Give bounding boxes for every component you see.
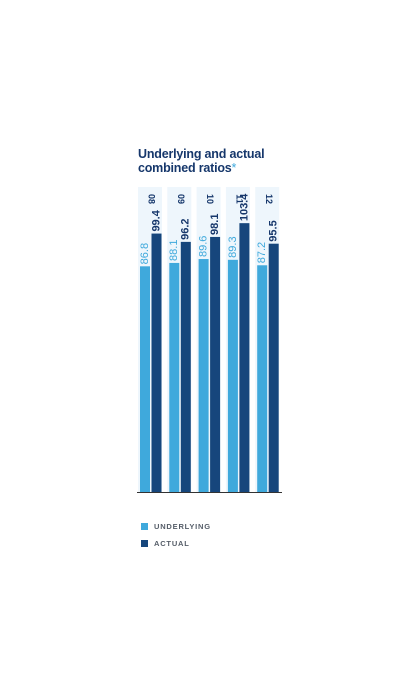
bar-underlying-10 — [198, 259, 209, 492]
bar-actual-08 — [151, 233, 162, 492]
value-label-underlying-09: 88.1 — [168, 240, 180, 261]
bar-actual-12 — [268, 243, 279, 492]
value-label-underlying-08: 86.8 — [139, 243, 151, 264]
chart-title: Underlying and actual combined ratios* — [138, 147, 318, 175]
value-label-actual-10: 98.1 — [209, 214, 221, 235]
bar-underlying-09 — [169, 262, 180, 492]
value-label-underlying-11: 89.3 — [227, 236, 239, 257]
bar-actual-10 — [210, 236, 221, 492]
bar-underlying-08 — [140, 266, 150, 492]
legend-label-actual: ACTUAL — [154, 538, 190, 548]
chart-title-line-2-text: combined ratios — [138, 161, 232, 175]
chart-title-asterisk: * — [231, 161, 237, 175]
legend-item-underlying: UNDERLYING — [141, 521, 211, 531]
legend-swatch-underlying — [141, 522, 148, 530]
value-label-actual-12: 95.5 — [268, 220, 280, 241]
value-label-underlying-12: 87.2 — [256, 242, 268, 263]
bar-actual-09 — [180, 241, 191, 492]
category-label-09: 09 — [176, 194, 186, 204]
category-label-12: 12 — [264, 194, 274, 204]
value-label-actual-08: 99.4 — [150, 209, 162, 231]
category-label-08: 08 — [147, 194, 157, 204]
chart-title-line-2: combined ratios* — [138, 161, 318, 175]
category-label-11: 11 — [235, 194, 245, 204]
legend-item-actual: ACTUAL — [141, 538, 190, 548]
bar-actual-11 — [239, 223, 250, 492]
category-label-10: 10 — [205, 194, 215, 204]
chart-title-line-1: Underlying and actual — [138, 147, 265, 161]
legend-swatch-actual — [141, 539, 148, 547]
value-label-underlying-10: 89.6 — [198, 236, 210, 257]
bar-underlying-12 — [257, 265, 268, 492]
bar-underlying-11 — [227, 259, 238, 492]
value-label-actual-09: 96.2 — [180, 218, 192, 239]
value-label-actual-11: 103.4 — [238, 193, 250, 221]
legend-label-underlying: UNDERLYING — [154, 521, 211, 531]
